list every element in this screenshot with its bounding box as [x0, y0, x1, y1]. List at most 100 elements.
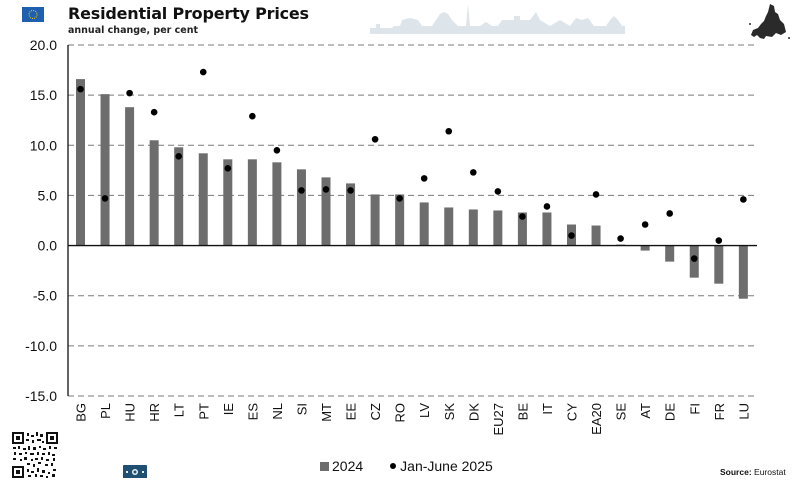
dot-jan-june-2025-ie	[224, 165, 232, 172]
dot-jan-june-2025-ee	[347, 187, 354, 194]
bar-2024-si	[296, 169, 306, 246]
dot-jan-june-2025-pt	[199, 68, 207, 76]
x-tick-label: IT	[540, 403, 555, 415]
dot-jan-june-2025-se	[617, 235, 624, 242]
x-tick-label: CZ	[368, 403, 383, 420]
source-label: Source:	[720, 467, 752, 477]
bar-2024-ie	[223, 159, 233, 246]
bar-2024-lu	[738, 245, 748, 299]
x-tick-label: ES	[245, 403, 260, 421]
y-tick-label: -15.0	[25, 388, 57, 404]
bar-2024-pl	[100, 94, 110, 246]
bar-2024-be	[517, 212, 527, 246]
dot-jan-june-2025-pl	[101, 195, 109, 202]
x-tick-label: HR	[147, 403, 162, 422]
bar-2024-fr	[714, 245, 724, 284]
y-tick-label: 20.0	[30, 37, 57, 53]
dot-jan-june-2025-ro	[396, 195, 403, 202]
dot-jan-june-2025-lt	[175, 153, 182, 160]
legend-dot-marker-icon	[390, 463, 397, 469]
dot-jan-june-2025-lu	[740, 196, 747, 203]
y-tick-label: 5.0	[38, 187, 58, 203]
y-tick-label: 15.0	[30, 87, 57, 103]
europe-map-icon	[749, 4, 790, 39]
bar-2024-bg	[76, 79, 85, 246]
bar-2024-hr	[149, 140, 159, 246]
bar-2024-de	[665, 245, 675, 262]
dot-jan-june-2025-be	[519, 213, 526, 220]
x-tick-label: SK	[442, 403, 457, 421]
dot-jan-june-2025-hu	[126, 89, 133, 97]
legend-label: Jan-June 2025	[400, 458, 493, 474]
dot-jan-june-2025-si	[298, 187, 305, 194]
dot-jan-june-2025-fr	[715, 237, 723, 244]
dot-jan-june-2025-lv	[420, 175, 428, 182]
bar-2024-dk	[468, 209, 478, 246]
legend-label: 2024	[332, 458, 364, 474]
dot-jan-june-2025-cy	[568, 232, 575, 239]
dot-jan-june-2025-de	[666, 210, 673, 217]
dot-jan-june-2025-hr	[150, 108, 158, 116]
dot-jan-june-2025-eu27	[494, 188, 502, 195]
y-tick-label: -5.0	[33, 288, 57, 304]
dot-jan-june-2025-bg	[77, 85, 84, 93]
x-tick-label: HU	[123, 403, 138, 422]
y-tick-label: -10.0	[25, 338, 57, 354]
eu-flag-icon	[22, 7, 44, 22]
dot-jan-june-2025-es	[249, 112, 256, 120]
bar-2024-es	[247, 159, 257, 246]
x-tick-label: DE	[663, 403, 678, 421]
x-tick-label: FI	[687, 403, 702, 415]
bar-2024-at	[640, 245, 650, 251]
chart-subtitle: annual change, per cent	[68, 25, 199, 36]
ecb-logo-icon	[123, 465, 147, 478]
city-skyline-decoration	[370, 4, 625, 34]
source-note: Source: Eurostat	[720, 467, 786, 477]
x-tick-label: BG	[74, 403, 89, 422]
bar-2024-hu	[125, 107, 135, 246]
x-tick-label: SE	[614, 403, 629, 421]
dot-jan-june-2025-cz	[371, 135, 379, 143]
x-tick-label: PT	[196, 403, 211, 420]
x-tick-label: LV	[417, 403, 432, 418]
x-tick-label: AT	[638, 403, 653, 419]
bar-2024-ro	[395, 194, 405, 246]
x-tick-label: IE	[221, 403, 236, 416]
dot-jan-june-2025-fi	[690, 255, 698, 262]
bar-2024-lt	[174, 147, 184, 246]
bar-2024-eu27	[493, 210, 503, 246]
dot-jan-june-2025-mt	[322, 186, 330, 193]
x-tick-label: PL	[98, 403, 113, 419]
y-tick-label: 10.0	[30, 137, 57, 153]
bar-2024-ee	[346, 183, 356, 246]
bar-2024-it	[542, 212, 552, 246]
x-tick-label: SI	[294, 403, 309, 415]
qr-code-icon[interactable]	[12, 432, 58, 478]
x-tick-label: LU	[736, 403, 751, 420]
source-value: Eurostat	[754, 467, 786, 477]
x-tick-label: LT	[172, 403, 187, 417]
legend-bar-swatch-icon	[320, 461, 329, 471]
bar-2024-nl	[272, 162, 282, 246]
dot-jan-june-2025-at	[641, 221, 649, 228]
x-tick-label: NL	[270, 403, 285, 420]
y-tick-label: 0.0	[38, 238, 58, 254]
bar-2024-cz	[370, 194, 380, 246]
bar-2024-lv	[419, 202, 429, 246]
x-tick-label: MT	[319, 403, 334, 422]
legend-item-jan-june-2025: Jan-June 2025	[390, 458, 493, 474]
x-tick-label: RO	[393, 403, 408, 423]
dot-jan-june-2025-dk	[470, 169, 477, 176]
x-tick-label: CY	[565, 403, 580, 421]
chart-title: Residential Property Prices	[68, 4, 309, 23]
x-tick-label: EE	[344, 403, 359, 421]
x-tick-label: FR	[712, 403, 727, 420]
x-tick-label: BE	[515, 403, 530, 421]
bar-2024-mt	[321, 177, 331, 246]
x-tick-label: DK	[466, 403, 481, 421]
dot-jan-june-2025-nl	[273, 147, 281, 154]
legend-item-2024: 2024	[320, 458, 363, 474]
x-tick-label: EU27	[491, 403, 506, 436]
dot-jan-june-2025-it	[543, 203, 551, 210]
